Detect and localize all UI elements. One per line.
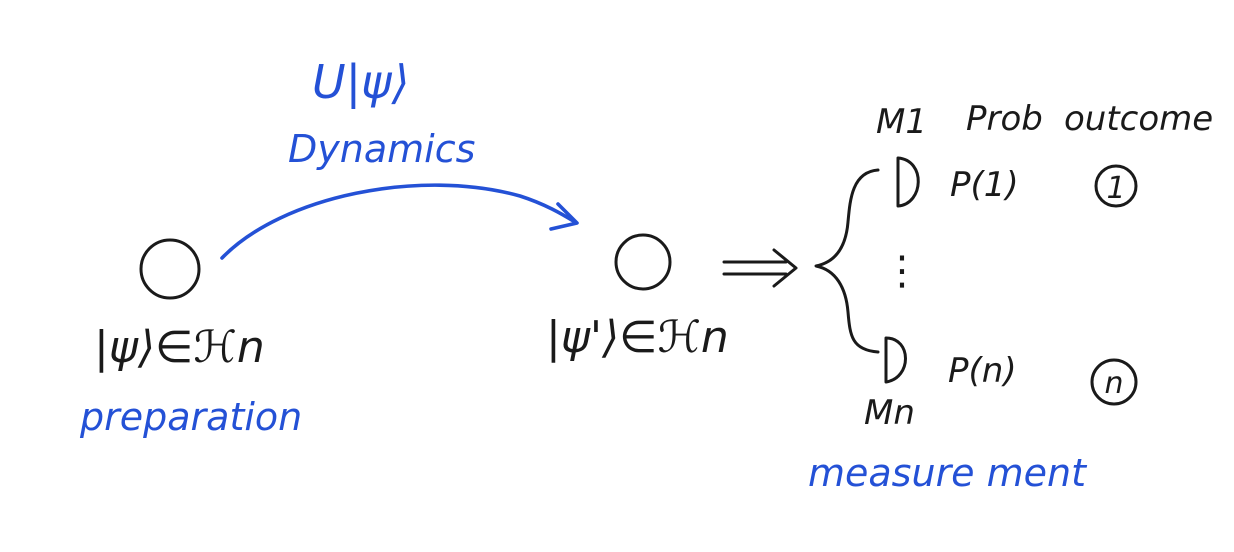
outcome-header: outcome bbox=[1064, 99, 1213, 139]
detector-icon-first bbox=[896, 156, 920, 208]
last-outcome: n bbox=[1104, 366, 1123, 401]
first-outcome: 1 bbox=[1106, 171, 1125, 206]
vertical-ellipsis: ⋮ bbox=[882, 248, 922, 294]
probability-header: Prob bbox=[966, 99, 1043, 139]
last-measurement-operator: Mn bbox=[864, 393, 915, 433]
dynamics-arrowhead bbox=[549, 202, 579, 231]
last-probability: P(n) bbox=[948, 351, 1017, 391]
first-probability: P(1) bbox=[950, 165, 1019, 205]
dynamics-label: Dynamics bbox=[288, 127, 475, 171]
measurement-caption: measure ment bbox=[808, 451, 1088, 495]
initial-state-label: |ψ⟩∈ℋn bbox=[94, 322, 265, 373]
first-outcome-circle-icon bbox=[1094, 164, 1138, 208]
evolved-state-label: |ψ'⟩∈ℋn bbox=[546, 312, 729, 363]
branch-brace bbox=[814, 168, 880, 354]
initial-state-circle-icon bbox=[139, 238, 201, 300]
dynamics-operator: U|ψ⟩ bbox=[312, 55, 409, 110]
preparation-caption: preparation bbox=[79, 395, 302, 439]
evolved-state-circle-icon bbox=[614, 233, 672, 291]
last-outcome-circle-icon bbox=[1090, 358, 1138, 406]
measurement-operator-header: M1 bbox=[876, 102, 927, 142]
dynamics-arrow bbox=[220, 183, 577, 260]
double-arrow-icon bbox=[722, 248, 798, 288]
detector-icon-last bbox=[884, 336, 907, 384]
